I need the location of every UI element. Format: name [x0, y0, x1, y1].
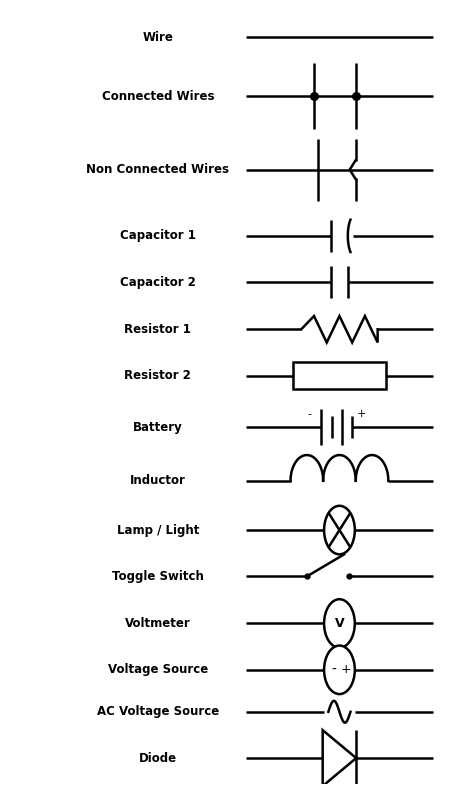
Text: +: + [340, 663, 351, 676]
Text: Capacitor 2: Capacitor 2 [120, 276, 196, 288]
Circle shape [324, 645, 355, 694]
Text: Voltmeter: Voltmeter [125, 617, 191, 630]
Text: Toggle Switch: Toggle Switch [112, 570, 204, 583]
Text: V: V [335, 617, 344, 630]
Text: Inductor: Inductor [130, 474, 186, 487]
Text: Resistor 1: Resistor 1 [124, 323, 191, 336]
Text: Diode: Diode [139, 752, 177, 764]
Text: AC Voltage Source: AC Voltage Source [97, 705, 219, 718]
Text: -: - [308, 409, 311, 419]
Text: +: + [356, 409, 366, 419]
Text: Lamp / Light: Lamp / Light [117, 523, 199, 537]
Text: Resistor 2: Resistor 2 [124, 369, 191, 382]
Text: Connected Wires: Connected Wires [101, 90, 214, 102]
Text: Voltage Source: Voltage Source [108, 663, 208, 676]
Text: Battery: Battery [133, 421, 182, 433]
Bar [293, 362, 386, 388]
Text: Wire: Wire [142, 31, 173, 44]
Text: -: - [331, 663, 336, 677]
Text: Non Connected Wires: Non Connected Wires [86, 163, 229, 177]
Circle shape [324, 506, 355, 554]
Circle shape [324, 599, 355, 648]
Text: Capacitor 1: Capacitor 1 [120, 229, 196, 243]
